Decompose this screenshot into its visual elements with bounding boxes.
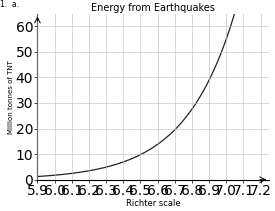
Title: Energy from Earthquakes: Energy from Earthquakes: [91, 3, 215, 13]
Y-axis label: Million tonnes of TNT: Million tonnes of TNT: [8, 60, 14, 134]
X-axis label: Richter scale: Richter scale: [126, 199, 181, 208]
Text: 1.  a.: 1. a.: [0, 0, 19, 9]
